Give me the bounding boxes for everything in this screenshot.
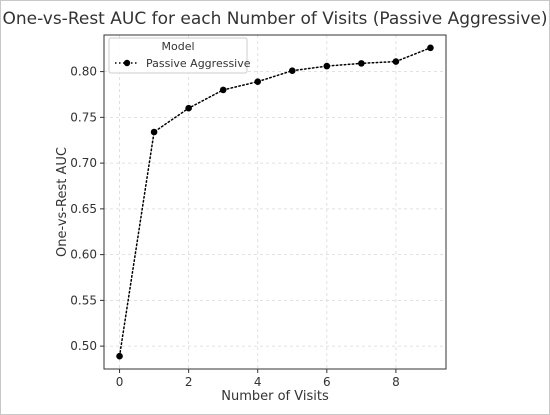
axis-ticks: 0 2 4 6 8 0.50 0.55 0.60 0.65 0.70 0.75 0.80: [70, 65, 399, 389]
data-point: [185, 104, 192, 112]
series-line: [118, 47, 432, 357]
y-axis-label: One-vs-Rest AUC: [55, 147, 70, 257]
legend-label: Passive Aggressive: [146, 57, 251, 70]
series-passive-aggressive: [116, 44, 434, 360]
data-point: [427, 44, 434, 52]
x-tick-label: 4: [254, 375, 262, 389]
legend-marker-icon: [123, 59, 131, 67]
legend-box: [108, 37, 248, 74]
y-tick-label: 0.50: [70, 339, 97, 353]
x-tick-label: 2: [185, 375, 193, 389]
y-tick-label: 0.65: [70, 202, 97, 216]
plot-area: [103, 34, 447, 370]
legend-title: Model: [161, 40, 194, 53]
x-axis-label: Number of Visits: [221, 389, 329, 404]
y-tick-label: 0.80: [70, 65, 97, 79]
x-tick-label: 8: [392, 375, 400, 389]
x-tick-label: 6: [323, 375, 331, 389]
y-tick-label: 0.55: [70, 293, 97, 307]
x-tick-label: 0: [116, 375, 124, 389]
chart-title: One-vs-Rest AUC for each Number of Visit…: [2, 9, 547, 29]
data-point: [150, 128, 158, 136]
y-tick-label: 0.70: [70, 156, 97, 170]
y-tick-label: 0.60: [70, 248, 97, 262]
data-point: [219, 86, 227, 94]
data-point: [392, 58, 400, 65]
data-point: [116, 352, 123, 360]
legend: Model Passive Aggressive: [108, 37, 251, 74]
data-point: [323, 62, 331, 70]
data-point: [358, 60, 365, 67]
data-point: [288, 67, 296, 74]
y-tick-label: 0.75: [70, 110, 97, 124]
grid: [104, 35, 446, 369]
data-point: [254, 78, 262, 85]
